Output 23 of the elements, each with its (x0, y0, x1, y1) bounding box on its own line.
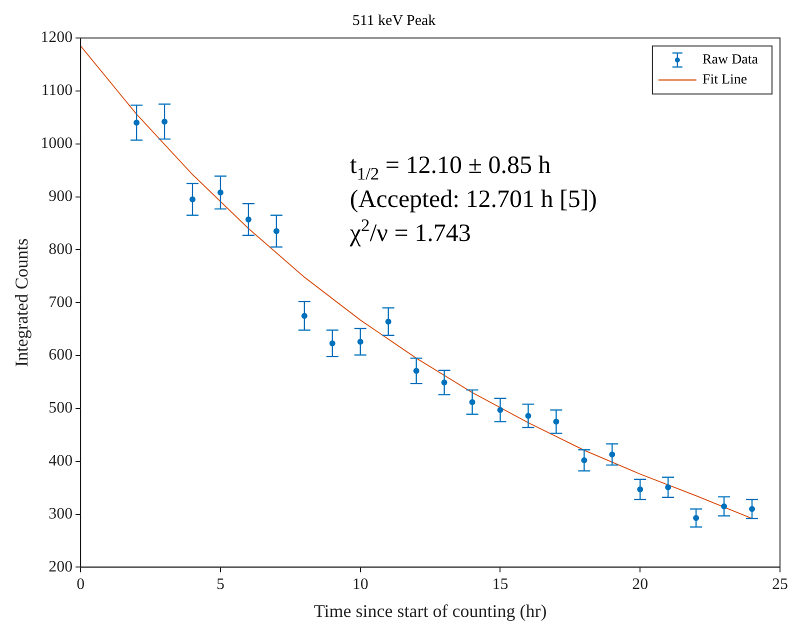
legend-label: Raw Data (702, 52, 759, 68)
legend-label: Fit Line (702, 72, 748, 88)
x-tick-label: 10 (352, 576, 368, 594)
y-tick-label: 700 (48, 294, 73, 311)
y-tick-label: 600 (48, 346, 73, 364)
x-tick-label: 5 (216, 576, 224, 594)
y-tick-label: 800 (48, 240, 73, 258)
x-axis-title: Time since start of counting (hr) (314, 600, 547, 621)
x-tick-label: 0 (76, 576, 85, 594)
y-tick-label: 300 (48, 505, 73, 522)
y-tick-label: 1100 (41, 82, 73, 100)
x-tick-label: 20 (632, 576, 648, 594)
y-axis-title: Integrated Counts (12, 238, 32, 367)
y-tick-label: 400 (48, 452, 73, 470)
y-tick-label: 500 (48, 400, 73, 417)
x-tick-label: 15 (492, 576, 508, 594)
y-tick-label: 1200 (40, 29, 73, 46)
y-tick-label: 1000 (40, 135, 73, 152)
y-tick-label: 200 (48, 558, 73, 576)
annotation: (Accepted: 12.701 h [5]) (350, 186, 598, 213)
chart-title: 511 keV Peak (352, 12, 436, 29)
y-tick-label: 900 (48, 188, 73, 205)
x-tick-label: 25 (772, 576, 788, 594)
